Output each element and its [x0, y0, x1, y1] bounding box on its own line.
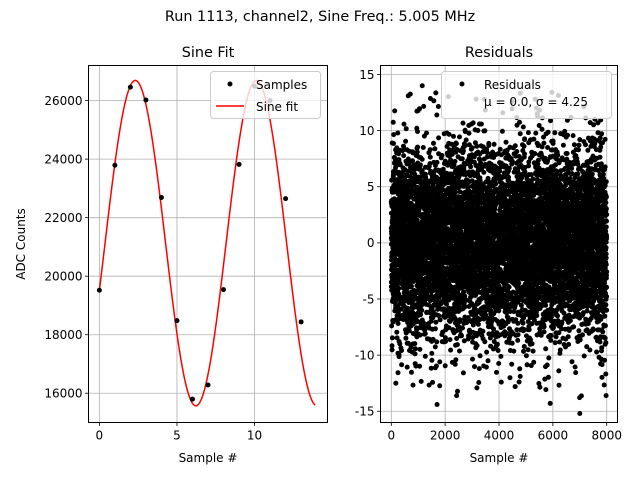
legend-samples-label: Samples	[256, 78, 307, 92]
legend-residuals-stats: μ = 0.0, σ = 4.25	[484, 95, 588, 109]
residuals-xtick-label: 6000	[538, 429, 569, 443]
sine-fit-ylabel: ADC Counts	[14, 208, 28, 280]
sine-fit-panel: Sine Fit 0 5 10 16000 18000 20000 22000 24000 26…	[14, 45, 328, 465]
sample-point	[127, 84, 133, 90]
residuals-panel: Residuals 0 2000 4000 6000 8000 -15 -10 -5 0 5 10 1…	[355, 45, 622, 465]
sine-fit-ticks: 0 5 10 16000 18000 20000 22000 24000 26000	[44, 94, 262, 443]
sine-fit-ytick-label: 24000	[44, 152, 82, 166]
residual-outlier-point	[419, 83, 425, 89]
residuals-ytick-label: 5	[367, 180, 375, 194]
residuals-plot-area	[388, 83, 610, 417]
sine-fit-legend: Samples Sine fit	[210, 71, 321, 119]
legend-residuals-label: Residuals	[484, 78, 541, 92]
sample-point	[112, 162, 118, 168]
residuals-ytick-label: 10	[359, 124, 374, 138]
residual-outlier-point	[547, 400, 553, 406]
sine-fit-xtick-label: 0	[96, 429, 104, 443]
sample-point	[174, 318, 180, 324]
residuals-ytick-label: -15	[355, 405, 375, 419]
sample-point	[158, 194, 164, 200]
residuals-xtick-label: 0	[387, 429, 395, 443]
residuals-ytick-label: 15	[359, 68, 374, 82]
sample-point	[205, 382, 211, 388]
sine-fit-line-group	[98, 79, 316, 407]
sample-point	[96, 287, 102, 293]
samples-points-group	[96, 83, 304, 402]
residual-outlier-point	[434, 402, 440, 408]
legend-samples-marker	[227, 81, 233, 87]
sine-fit-ytick-label: 26000	[44, 94, 82, 108]
sine-fit-line	[98, 79, 316, 407]
legend-sine-fit-label: Sine fit	[256, 100, 298, 114]
sample-point	[143, 97, 149, 103]
sample-point	[236, 161, 242, 167]
residuals-ticks: 0 2000 4000 6000 8000 -15 -10 -5 0 5 10 15	[355, 68, 622, 443]
sine-fit-xtick-label: 5	[173, 429, 181, 443]
sine-fit-ytick-label: 18000	[44, 328, 82, 342]
legend-residuals-marker	[459, 81, 465, 87]
sample-point	[298, 319, 304, 325]
figure-suptitle: Run 1113, channel2, Sine Freq.: 5.005 MH…	[165, 9, 475, 25]
residuals-xtick-label: 8000	[591, 429, 622, 443]
sample-point	[189, 396, 195, 402]
sine-fit-title: Sine Fit	[182, 45, 235, 61]
sine-fit-ytick-label: 16000	[44, 387, 82, 401]
sine-fit-axes-frame	[88, 65, 328, 423]
residuals-ytick-label: -10	[355, 348, 375, 362]
sine-fit-xlabel: Sample #	[179, 451, 238, 465]
residuals-ytick-label: -5	[363, 292, 375, 306]
residuals-xlabel: Sample #	[470, 451, 529, 465]
residual-outlier-point	[577, 411, 583, 417]
residuals-points-group	[388, 83, 610, 417]
residual-outlier-point	[512, 384, 518, 390]
residuals-title: Residuals	[465, 45, 533, 61]
sample-point	[283, 196, 289, 202]
residuals-legend-box	[441, 71, 612, 119]
residuals-xtick-label: 4000	[484, 429, 515, 443]
residuals-legend: Residuals μ = 0.0, σ = 4.25	[441, 71, 612, 119]
sine-fit-ytick-label: 22000	[44, 211, 82, 225]
sine-fit-plot-area	[96, 79, 316, 407]
residual-points-cloud	[388, 89, 610, 401]
sample-point	[221, 287, 227, 293]
sine-fit-xtick-label: 10	[247, 429, 262, 443]
residuals-xtick-label: 2000	[430, 429, 461, 443]
sine-fit-ytick-label: 20000	[44, 269, 82, 283]
residuals-ytick-label: 0	[367, 236, 375, 250]
